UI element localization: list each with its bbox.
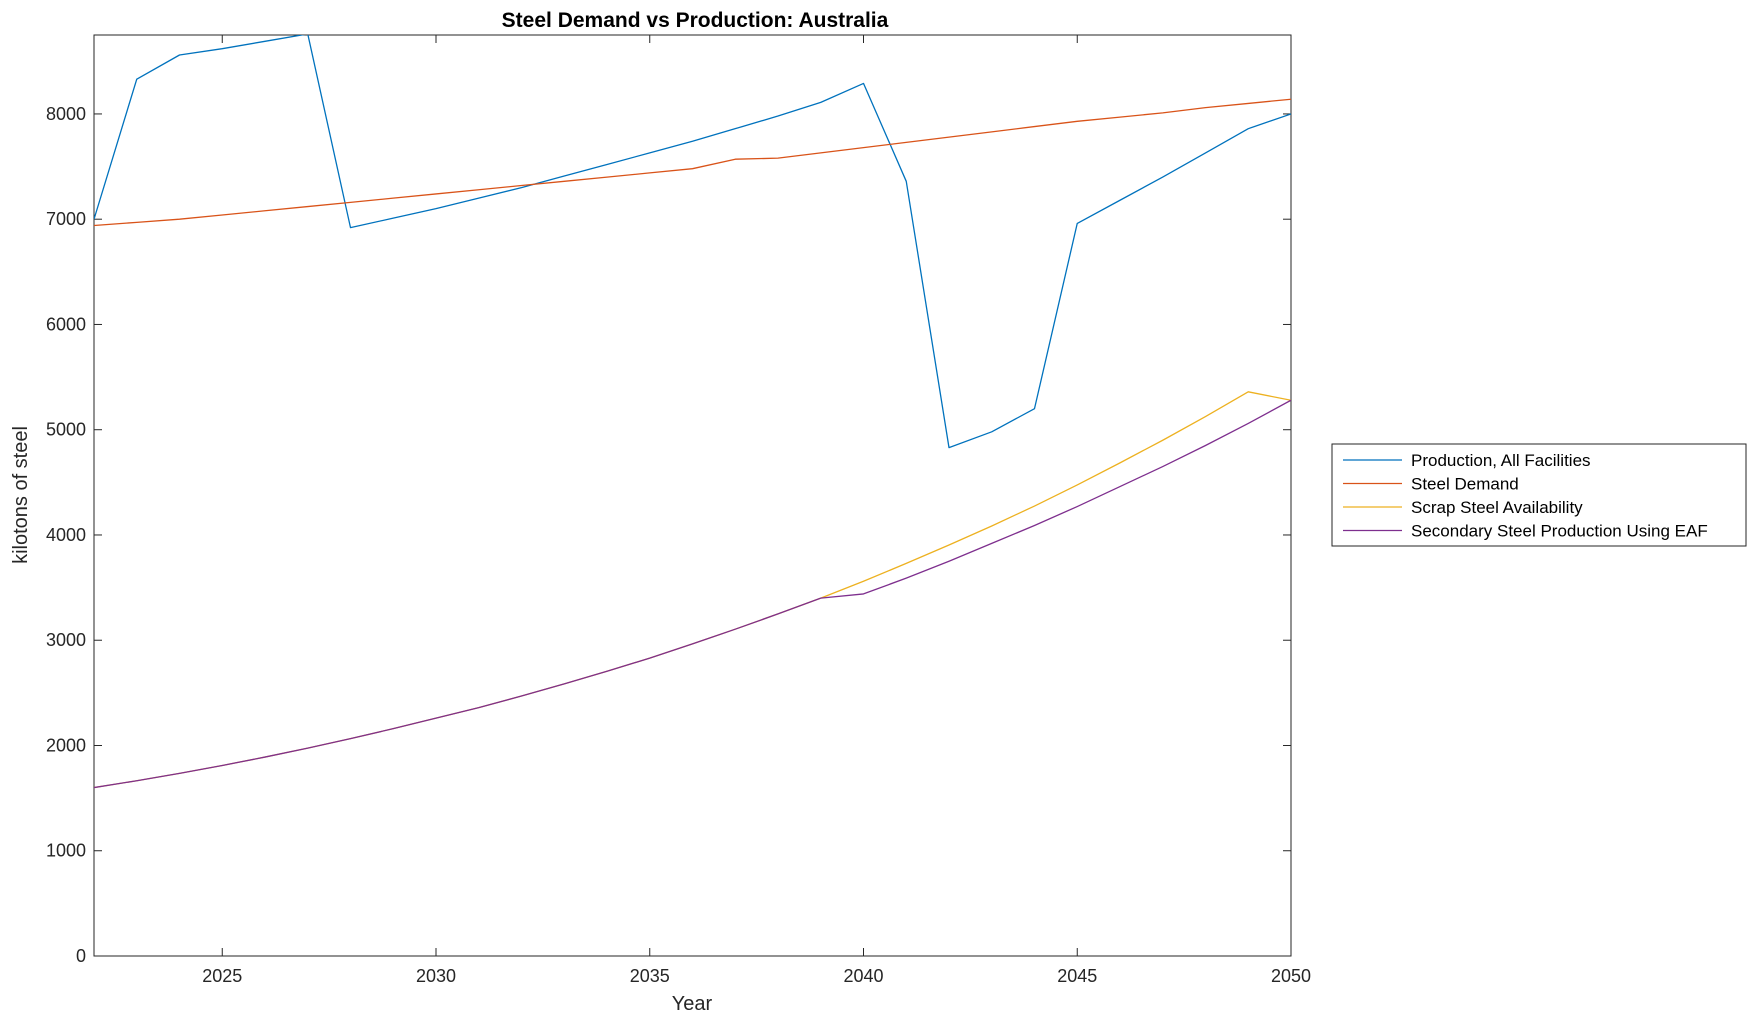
legend-items: Production, All Facilities Steel Demand Sc… — [1343, 451, 1708, 541]
series-line-1 — [94, 35, 1291, 449]
plot-area — [93, 34, 1292, 957]
x-axis-label: Year — [672, 993, 713, 1015]
y-tick-label: 2000 — [46, 735, 86, 755]
y-tick-label: 1000 — [46, 841, 86, 861]
y-tick-label: 7000 — [46, 209, 86, 229]
legend-label: Steel Demand — [1411, 475, 1519, 494]
legend-label: Scrap Steel Availability — [1411, 498, 1583, 517]
axis-ticks: 2025 2030 2035 2040 2045 2050 0 1000 2000 3000 400… — [46, 35, 1311, 986]
y-tick-label: 8000 — [46, 104, 86, 124]
x-tick-label: 2025 — [202, 966, 242, 986]
series-line-4 — [94, 399, 1291, 789]
x-tick-label: 2040 — [843, 966, 883, 986]
x-tick-label: 2035 — [630, 966, 670, 986]
legend-label: Production, All Facilities — [1411, 451, 1591, 470]
y-axis-label: kilotons of steel — [10, 426, 32, 564]
y-tick-label: 6000 — [46, 314, 86, 334]
x-tick-label: 2045 — [1057, 966, 1097, 986]
series-lines — [94, 35, 1291, 789]
y-tick-label: 3000 — [46, 630, 86, 650]
legend-label: Secondary Steel Production Using EAF — [1411, 522, 1708, 541]
y-tick-label: 0 — [76, 946, 86, 966]
y-tick-label: 4000 — [46, 525, 86, 545]
plot-frame — [93, 34, 1292, 957]
chart-title: Steel Demand vs Production: Australia — [502, 9, 889, 32]
legend-box — [1331, 443, 1747, 547]
x-tick-label: 2030 — [416, 966, 456, 986]
x-tick-label: 2050 — [1271, 966, 1311, 986]
legend: Production, All Facilities Steel Demand Sc… — [1331, 443, 1747, 547]
series-line-2 — [94, 98, 1291, 227]
y-tick-label: 5000 — [46, 420, 86, 440]
